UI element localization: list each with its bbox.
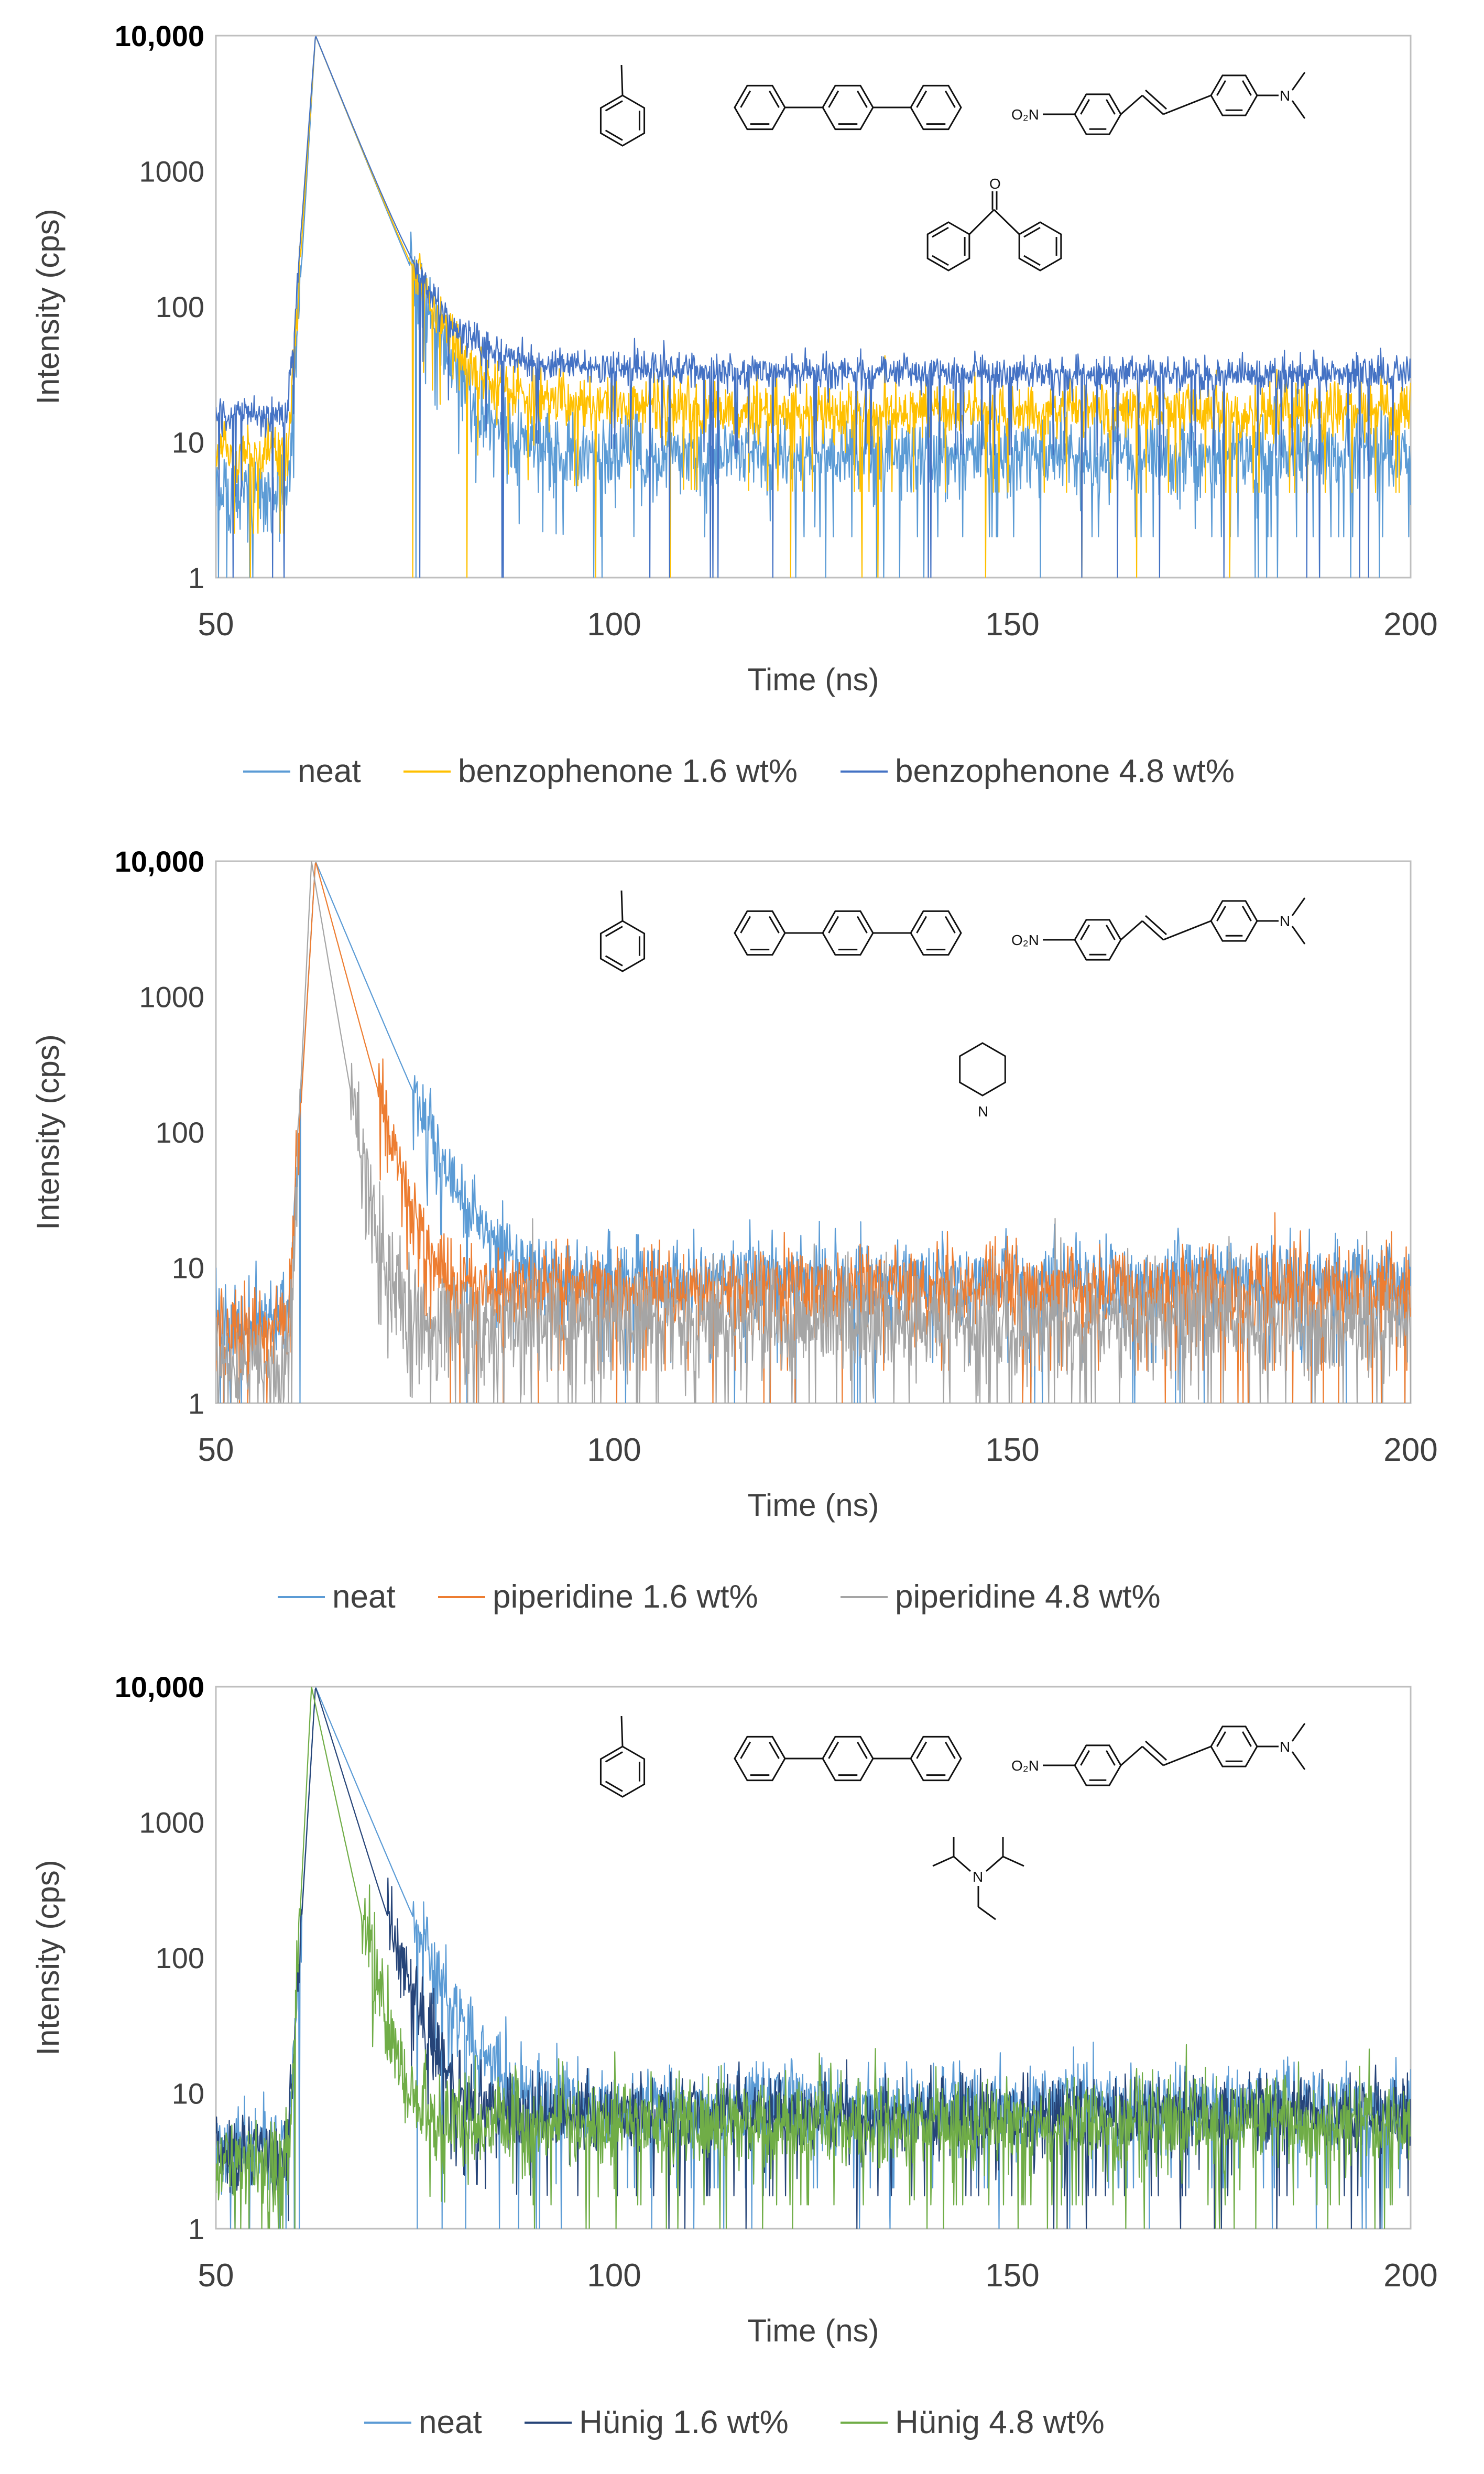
x-tick-label: 100 (587, 606, 641, 643)
chart-panel-hunig: 1 10 100 1000 10,000 50 100 150 200 Time (ns) Inte… (30, 1670, 1438, 2440)
nitro-label: O₂N (1011, 1757, 1039, 1774)
y-tick-label: 100 (156, 1941, 204, 1974)
nitrostilbene-structure: O₂N N (1011, 897, 1306, 961)
nitrostilbene-structure: O₂N N (1011, 1723, 1306, 1786)
legend-item: benzophenone 4.8 wt% (841, 753, 1235, 789)
y-axis-title: Intensity (cps) (30, 209, 66, 404)
series-line-piperidine-4-8-wt (216, 861, 1411, 1403)
legend: neat benzophenone 1.6 wt% benzophenone 4.8… (243, 753, 1235, 789)
legend-label: neat (332, 1579, 396, 1615)
series-line-neat (216, 36, 1411, 578)
terphenyl-structure (734, 84, 962, 131)
y-tick-label: 10 (172, 1252, 204, 1285)
legend-item: piperidine 4.8 wt% (841, 1579, 1161, 1615)
x-tick-label: 100 (587, 1432, 641, 1468)
additive-structure: O (926, 176, 1062, 272)
legend-item: Hünig 1.6 wt% (525, 2404, 789, 2440)
series-group (216, 36, 1411, 578)
x-tick-label: 150 (985, 1432, 1039, 1468)
y-tick-label: 1000 (139, 155, 204, 188)
plot-area (215, 35, 1412, 579)
terphenyl-structure (734, 910, 962, 956)
legend-label: piperidine 1.6 wt% (493, 1579, 758, 1615)
y-tick-label: 100 (156, 290, 204, 323)
amine-n-label: N (1280, 88, 1290, 104)
plot-area (215, 860, 1412, 1404)
x-tick-label: 200 (1383, 1432, 1437, 1468)
series-line-benzophenone-4-8-wt (216, 36, 1411, 578)
legend-item: neat (364, 2404, 482, 2440)
x-tick-label: 150 (985, 2258, 1039, 2294)
additive-structure: N (959, 1042, 1006, 1120)
legend-label: benzophenone 4.8 wt% (895, 753, 1235, 789)
series-group (216, 861, 1411, 1403)
y-tick-label: 10 (172, 2077, 204, 2110)
y-tick-label: 1 (188, 1387, 204, 1420)
legend: neat piperidine 1.6 wt% piperidine 4.8 wt% (278, 1579, 1161, 1615)
y-tick-label: 1000 (139, 1806, 204, 1839)
molecule-structures: O₂N N N (599, 890, 1306, 1120)
y-tick-label: 10,000 (115, 1670, 204, 1703)
legend-item: piperidine 1.6 wt% (438, 1579, 758, 1615)
legend-item: neat (278, 1579, 396, 1615)
y-tick-label: 10 (172, 426, 204, 459)
legend-item: benzophenone 1.6 wt% (403, 753, 798, 789)
y-axis-title: Intensity (cps) (30, 1034, 66, 1230)
legend-label: benzophenone 1.6 wt% (458, 753, 798, 789)
x-axis-title: Time (ns) (747, 2313, 879, 2348)
x-axis-title: Time (ns) (747, 662, 879, 697)
molecule-structures: O₂N N O (599, 64, 1306, 272)
toluene-structure (599, 1716, 646, 1798)
toluene-structure (599, 64, 646, 147)
x-tick-label: 200 (1383, 606, 1437, 643)
x-tick-label: 50 (198, 606, 234, 643)
y-tick-label: 1000 (139, 981, 204, 1014)
nitrostilbene-structure: O₂N N (1011, 72, 1306, 135)
series-line-h-nig-1-6-wt (216, 1687, 1411, 2229)
x-tick-label: 150 (985, 606, 1039, 643)
legend: neat Hünig 1.6 wt% Hünig 4.8 wt% (364, 2404, 1105, 2440)
amine-n-label: N (1280, 913, 1290, 929)
piperidine-n-label: N (978, 1103, 988, 1120)
x-tick-label: 200 (1383, 2258, 1437, 2294)
legend-item: Hünig 4.8 wt% (841, 2404, 1105, 2440)
legend-label: Hünig 1.6 wt% (579, 2404, 789, 2440)
series-line-h-nig-4-8-wt (216, 1687, 1411, 2229)
series-line-benzophenone-1-6-wt (216, 36, 1411, 578)
toluene-structure (599, 890, 646, 972)
hunig-n-label: N (973, 1869, 983, 1885)
x-tick-label: 50 (198, 1432, 234, 1468)
y-tick-label: 10,000 (115, 19, 204, 52)
amine-n-label: N (1280, 1739, 1290, 1755)
legend-label: neat (419, 2404, 482, 2440)
nitro-label: O₂N (1011, 106, 1039, 123)
carbonyl-o-label: O (989, 176, 1001, 192)
legend-label: piperidine 4.8 wt% (895, 1579, 1161, 1615)
series-line-neat (216, 862, 1411, 1403)
legend-label: Hünig 4.8 wt% (895, 2404, 1105, 2440)
legend-label: neat (298, 753, 361, 789)
y-tick-label: 1 (188, 561, 204, 594)
molecule-structures: O₂N N N (599, 1716, 1306, 1920)
x-tick-label: 100 (587, 2258, 641, 2294)
y-tick-label: 100 (156, 1116, 204, 1149)
terphenyl-structure (734, 1735, 962, 1782)
y-tick-label: 1 (188, 2212, 204, 2245)
legend-item: neat (243, 753, 361, 789)
chart-panel-benzophenone: 1 10 100 1000 10,000 50 100 150 200 Time (ns) Inte… (30, 19, 1438, 789)
plot-area (215, 1686, 1412, 2230)
y-axis-title: Intensity (cps) (30, 1860, 66, 2055)
x-axis-title: Time (ns) (747, 1488, 879, 1523)
x-tick-label: 50 (198, 2258, 234, 2294)
nitro-label: O₂N (1011, 932, 1039, 948)
series-line-neat (216, 1687, 1411, 2229)
series-group (216, 1687, 1411, 2229)
chart-panel-piperidine: 1 10 100 1000 10,000 50 100 150 200 Time (ns) Inte… (30, 845, 1438, 1615)
y-tick-label: 10,000 (115, 845, 204, 878)
additive-structure: N (932, 1837, 1024, 1920)
